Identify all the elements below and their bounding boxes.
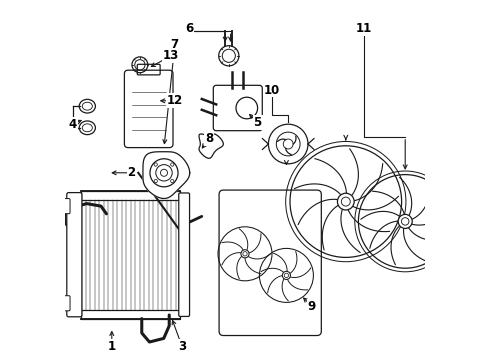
- Text: 11: 11: [356, 22, 372, 35]
- Circle shape: [283, 139, 293, 149]
- Text: 12: 12: [167, 94, 183, 107]
- Text: 1: 1: [108, 340, 116, 353]
- Circle shape: [171, 163, 174, 166]
- Circle shape: [171, 179, 174, 183]
- Polygon shape: [143, 152, 190, 198]
- Text: 4: 4: [69, 118, 77, 131]
- Circle shape: [154, 179, 157, 183]
- Text: 10: 10: [264, 84, 280, 96]
- Text: 6: 6: [185, 22, 194, 35]
- Text: 5: 5: [253, 116, 262, 129]
- FancyBboxPatch shape: [61, 296, 70, 311]
- Circle shape: [282, 271, 291, 279]
- Circle shape: [398, 214, 412, 229]
- Text: 13: 13: [163, 49, 179, 62]
- FancyBboxPatch shape: [61, 199, 70, 214]
- FancyBboxPatch shape: [179, 193, 190, 316]
- Text: 7: 7: [171, 39, 179, 51]
- Circle shape: [338, 193, 354, 210]
- Circle shape: [154, 163, 157, 166]
- Text: 9: 9: [308, 300, 316, 312]
- Text: 2: 2: [127, 166, 136, 179]
- FancyBboxPatch shape: [67, 193, 82, 317]
- Text: 8: 8: [205, 132, 213, 145]
- Circle shape: [241, 250, 249, 258]
- Text: 3: 3: [178, 340, 186, 353]
